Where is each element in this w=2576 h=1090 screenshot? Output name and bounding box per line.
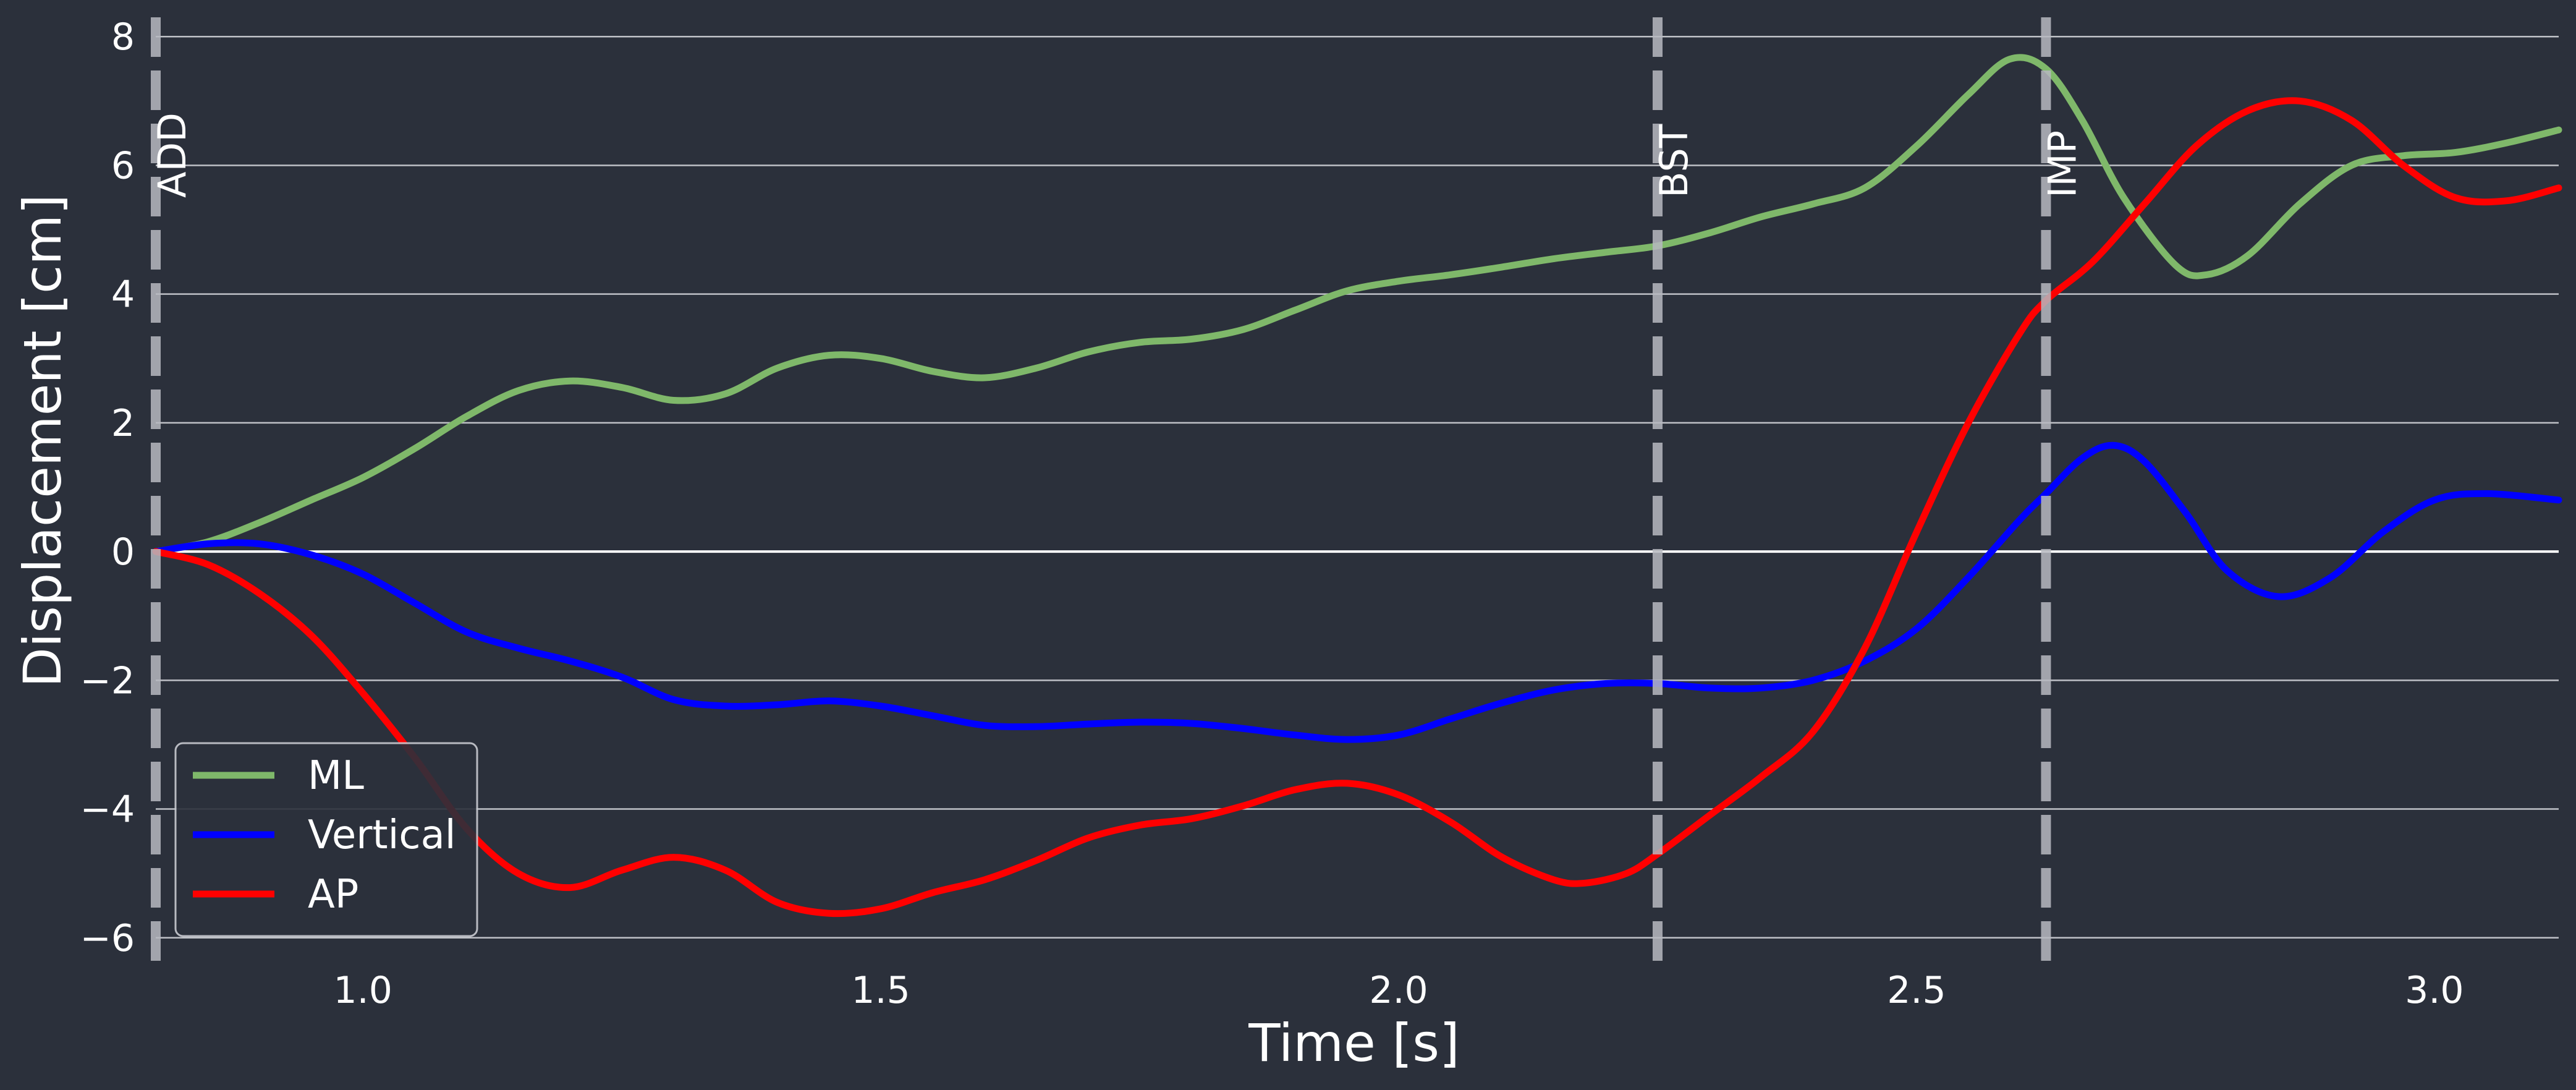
legend-box [174,742,478,937]
event-label-bst: BST [1651,124,1697,198]
legend-label-vertical: Vertical [308,812,456,858]
series-line-ml [152,54,2562,555]
legend-label-ap: AP [308,872,358,918]
x-tick-label: 1.0 [333,969,392,1012]
y-tick-label: 6 [111,144,135,187]
x-tick-label: 3.0 [2405,969,2464,1012]
y-tick-label: 2 [111,402,135,445]
series-lines [152,54,2562,918]
y-tick-label: −6 [80,917,135,960]
series-line-vertical [152,441,2562,743]
legend-label-ml: ML [308,753,364,799]
x-axis-title: Time [s] [1248,1013,1460,1073]
y-tick-label: −2 [80,659,135,702]
event-label-imp: IMP [2040,130,2085,198]
event-label-add: ADD [150,113,195,198]
y-tick-label: 0 [111,530,135,574]
event-markers: ADD BST IMP [150,17,2085,964]
x-tick-label: 2.5 [1887,969,1946,1012]
y-tick-label: 8 [111,15,135,59]
tick-labels: 8 6 4 2 0 −2 −4 −6 1.0 1.5 2.0 2.5 3.0 [80,15,2464,1012]
y-tick-label: −4 [80,788,135,832]
y-tick-label: 4 [111,273,135,317]
x-tick-label: 2.0 [1369,969,1428,1012]
series-line-ap [152,97,2562,918]
legend: ML Vertical AP [174,742,478,937]
grid [156,35,2559,939]
y-axis-title: Displacement [cm] [12,194,73,688]
x-tick-label: 1.5 [851,969,910,1012]
